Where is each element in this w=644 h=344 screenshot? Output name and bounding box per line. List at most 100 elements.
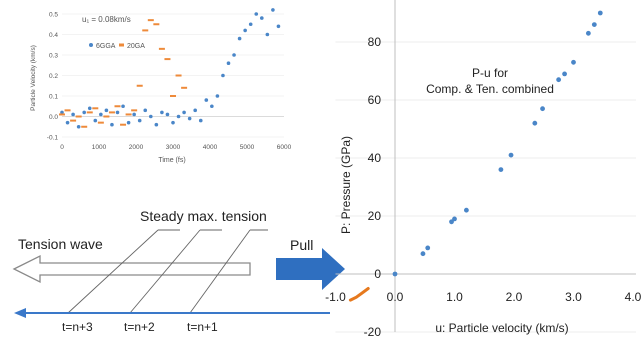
data-point (562, 71, 567, 77)
small-point-6gga (198, 118, 203, 123)
small-point-20ga (153, 23, 160, 26)
small-point-6gga (93, 118, 98, 123)
small-point-6gga (260, 16, 264, 20)
y-tick-label: 40 (368, 151, 382, 165)
data-point (532, 120, 538, 126)
data-point (585, 30, 591, 36)
data-point (508, 152, 514, 158)
small-point-20ga (136, 84, 143, 87)
small-point-20ga (114, 105, 121, 108)
small-point-6gga (121, 104, 125, 109)
small-point-6gga (87, 106, 92, 111)
small-point-20ga (86, 111, 93, 114)
data-point (556, 77, 562, 83)
small-y-tick-label: 0.2 (49, 73, 58, 80)
y-tick-label: -20 (364, 325, 382, 339)
legend-label-6gga: 6GGA (96, 43, 116, 50)
tension-wave-label: Tension wave (18, 236, 103, 252)
legend-label-20ga: 20GA (127, 43, 145, 50)
small-point-6gga (65, 120, 70, 125)
small-point-20ga (64, 109, 71, 112)
small-point-6gga (165, 112, 170, 117)
small-point-6gga (154, 122, 159, 127)
pull-arrow (276, 248, 345, 290)
y-tick-label: 80 (368, 35, 382, 49)
small-x-tick-label: 2000 (129, 144, 144, 151)
small-point-20ga (108, 111, 115, 114)
data-point (540, 106, 545, 112)
small-point-20ga (81, 125, 88, 128)
y-tick-label: 20 (368, 209, 382, 223)
legend-marker-6gga (89, 43, 93, 47)
data-point (452, 216, 457, 222)
pu-chart-xlabel: u: Particle velocity (km/s) (435, 321, 568, 335)
small-point-20ga (181, 86, 188, 89)
small-point-6gga (187, 116, 192, 121)
small-y-tick-label: 0.0 (49, 114, 58, 121)
small-chart-plot-area (62, 10, 287, 145)
rod-arrowhead (14, 308, 26, 318)
data-point (425, 245, 431, 251)
data-point (597, 10, 603, 16)
small-x-tick-label: 4000 (203, 144, 218, 151)
small-point-20ga (158, 47, 165, 50)
small-point-6gga (221, 73, 225, 78)
time-label-n2: t=n+2 (124, 320, 155, 334)
small-point-6gga (132, 112, 136, 117)
small-y-tick-label: 0.3 (49, 53, 58, 60)
small-point-20ga (97, 121, 104, 124)
small-point-6gga (82, 110, 86, 115)
pu-chart-ylabel: P: Pressure (GPa) (339, 136, 353, 234)
small-point-6gga (104, 108, 109, 113)
small-point-20ga (75, 115, 82, 118)
small-x-tick-label: 5000 (240, 144, 255, 151)
small-chart-annotation: u₁ = 0.08km/s (82, 15, 131, 24)
small-x-tick-label: 1000 (92, 144, 107, 151)
tension-diagram: Steady max. tension Tension wave t=n+3 t… (12, 208, 345, 334)
small-chart: u₁ = 0.08km/s 6GGA 20GA 0.5 0.4 0.3 0.2 0.1 0… (30, 8, 292, 164)
time-label-n3: t=n+3 (62, 320, 93, 334)
small-point-6gga (171, 120, 175, 125)
small-point-6gga (160, 110, 164, 115)
small-point-6gga (110, 122, 114, 127)
y-tick-label: 0 (374, 267, 381, 281)
small-point-20ga (131, 109, 138, 112)
small-point-6gga (226, 61, 231, 65)
x-tick-label: 2.0 (506, 290, 523, 304)
small-point-6gga (237, 36, 242, 41)
x-tick-label: 4.0 (625, 290, 642, 304)
small-point-6gga (143, 108, 148, 113)
y-tick-label: 60 (368, 93, 382, 107)
x-tick-label: 3.0 (565, 290, 582, 304)
wave-front-line-n2 (129, 229, 201, 314)
tension-series-line (348, 287, 370, 302)
data-point (571, 59, 576, 65)
small-point-6gga (276, 24, 281, 29)
small-y-tick-label: -0.1 (47, 135, 59, 142)
small-point-20ga (147, 19, 154, 22)
data-point (464, 207, 469, 213)
x-tick-label: 0.0 (387, 290, 404, 304)
small-point-6gga (137, 118, 142, 123)
small-point-6gga (182, 110, 186, 115)
small-y-tick-label: 0.1 (49, 94, 58, 101)
small-x-tick-label: 6000 (277, 144, 292, 151)
legend-marker-20ga (119, 43, 124, 47)
small-point-6gga (210, 104, 214, 109)
small-point-20ga (103, 115, 110, 118)
data-point (591, 22, 597, 27)
small-point-6gga (265, 32, 270, 37)
small-x-tick-label: 3000 (166, 144, 181, 151)
time-label-n1: t=n+1 (187, 320, 218, 334)
small-point-20ga (142, 29, 149, 32)
data-point (420, 251, 426, 257)
data-point (449, 219, 454, 225)
small-point-6gga (76, 124, 81, 129)
pu-chart-title-line2: Comp. & Ten. combined (426, 82, 554, 96)
small-point-20ga (92, 107, 99, 110)
small-y-tick-label: 0.4 (49, 32, 58, 39)
small-point-6gga (232, 53, 236, 57)
x-tick-label: 1.0 (446, 290, 463, 304)
small-point-20ga (70, 119, 77, 122)
